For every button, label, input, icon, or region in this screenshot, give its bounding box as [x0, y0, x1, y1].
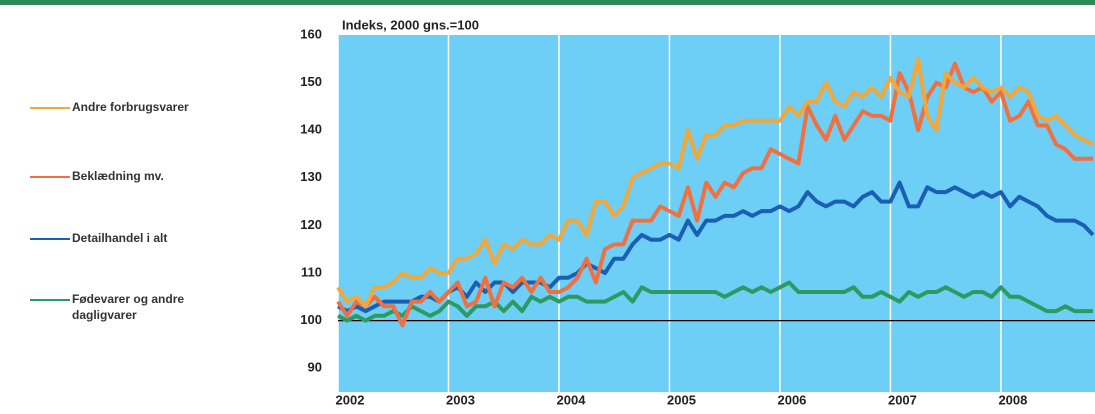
series-line	[336, 56, 1094, 309]
x-tick-label: 2004	[557, 392, 587, 407]
legend-line: Fødevarer og andre	[72, 292, 184, 306]
legend-line: dagligvarer	[72, 308, 137, 322]
x-tick-label: 2008	[998, 392, 1027, 407]
y-tick-label: 140	[300, 122, 322, 137]
plot-background	[338, 35, 1095, 392]
series-line	[336, 61, 1093, 328]
x-tick-label: 2005	[667, 392, 696, 407]
y-tick-label: 160	[300, 26, 322, 41]
y-tick-label: 130	[300, 169, 322, 184]
chart-title: Indeks, 2000 gns.=100	[342, 17, 479, 32]
y-tick-label: 100	[300, 312, 322, 327]
x-tick-label: 2002	[336, 392, 365, 407]
x-tick-label: 2006	[777, 392, 806, 407]
legend-label: Andre forbrugsvarer	[72, 100, 189, 114]
y-tick-label: 110	[301, 264, 322, 279]
legend-label: Detailhandel i alt	[72, 231, 167, 245]
legend-label: Fødevarer og andre dagligvarer	[72, 292, 184, 322]
y-tick-label: 90	[308, 360, 322, 375]
x-tick-label: 2007	[888, 392, 917, 407]
x-tick-label: 2003	[446, 392, 475, 407]
series-line	[337, 280, 1093, 323]
legend-label: Beklædning mv.	[72, 169, 164, 183]
y-tick-label: 120	[300, 217, 322, 232]
top-bar	[0, 0, 1095, 5]
y-tick-label: 150	[300, 74, 322, 89]
